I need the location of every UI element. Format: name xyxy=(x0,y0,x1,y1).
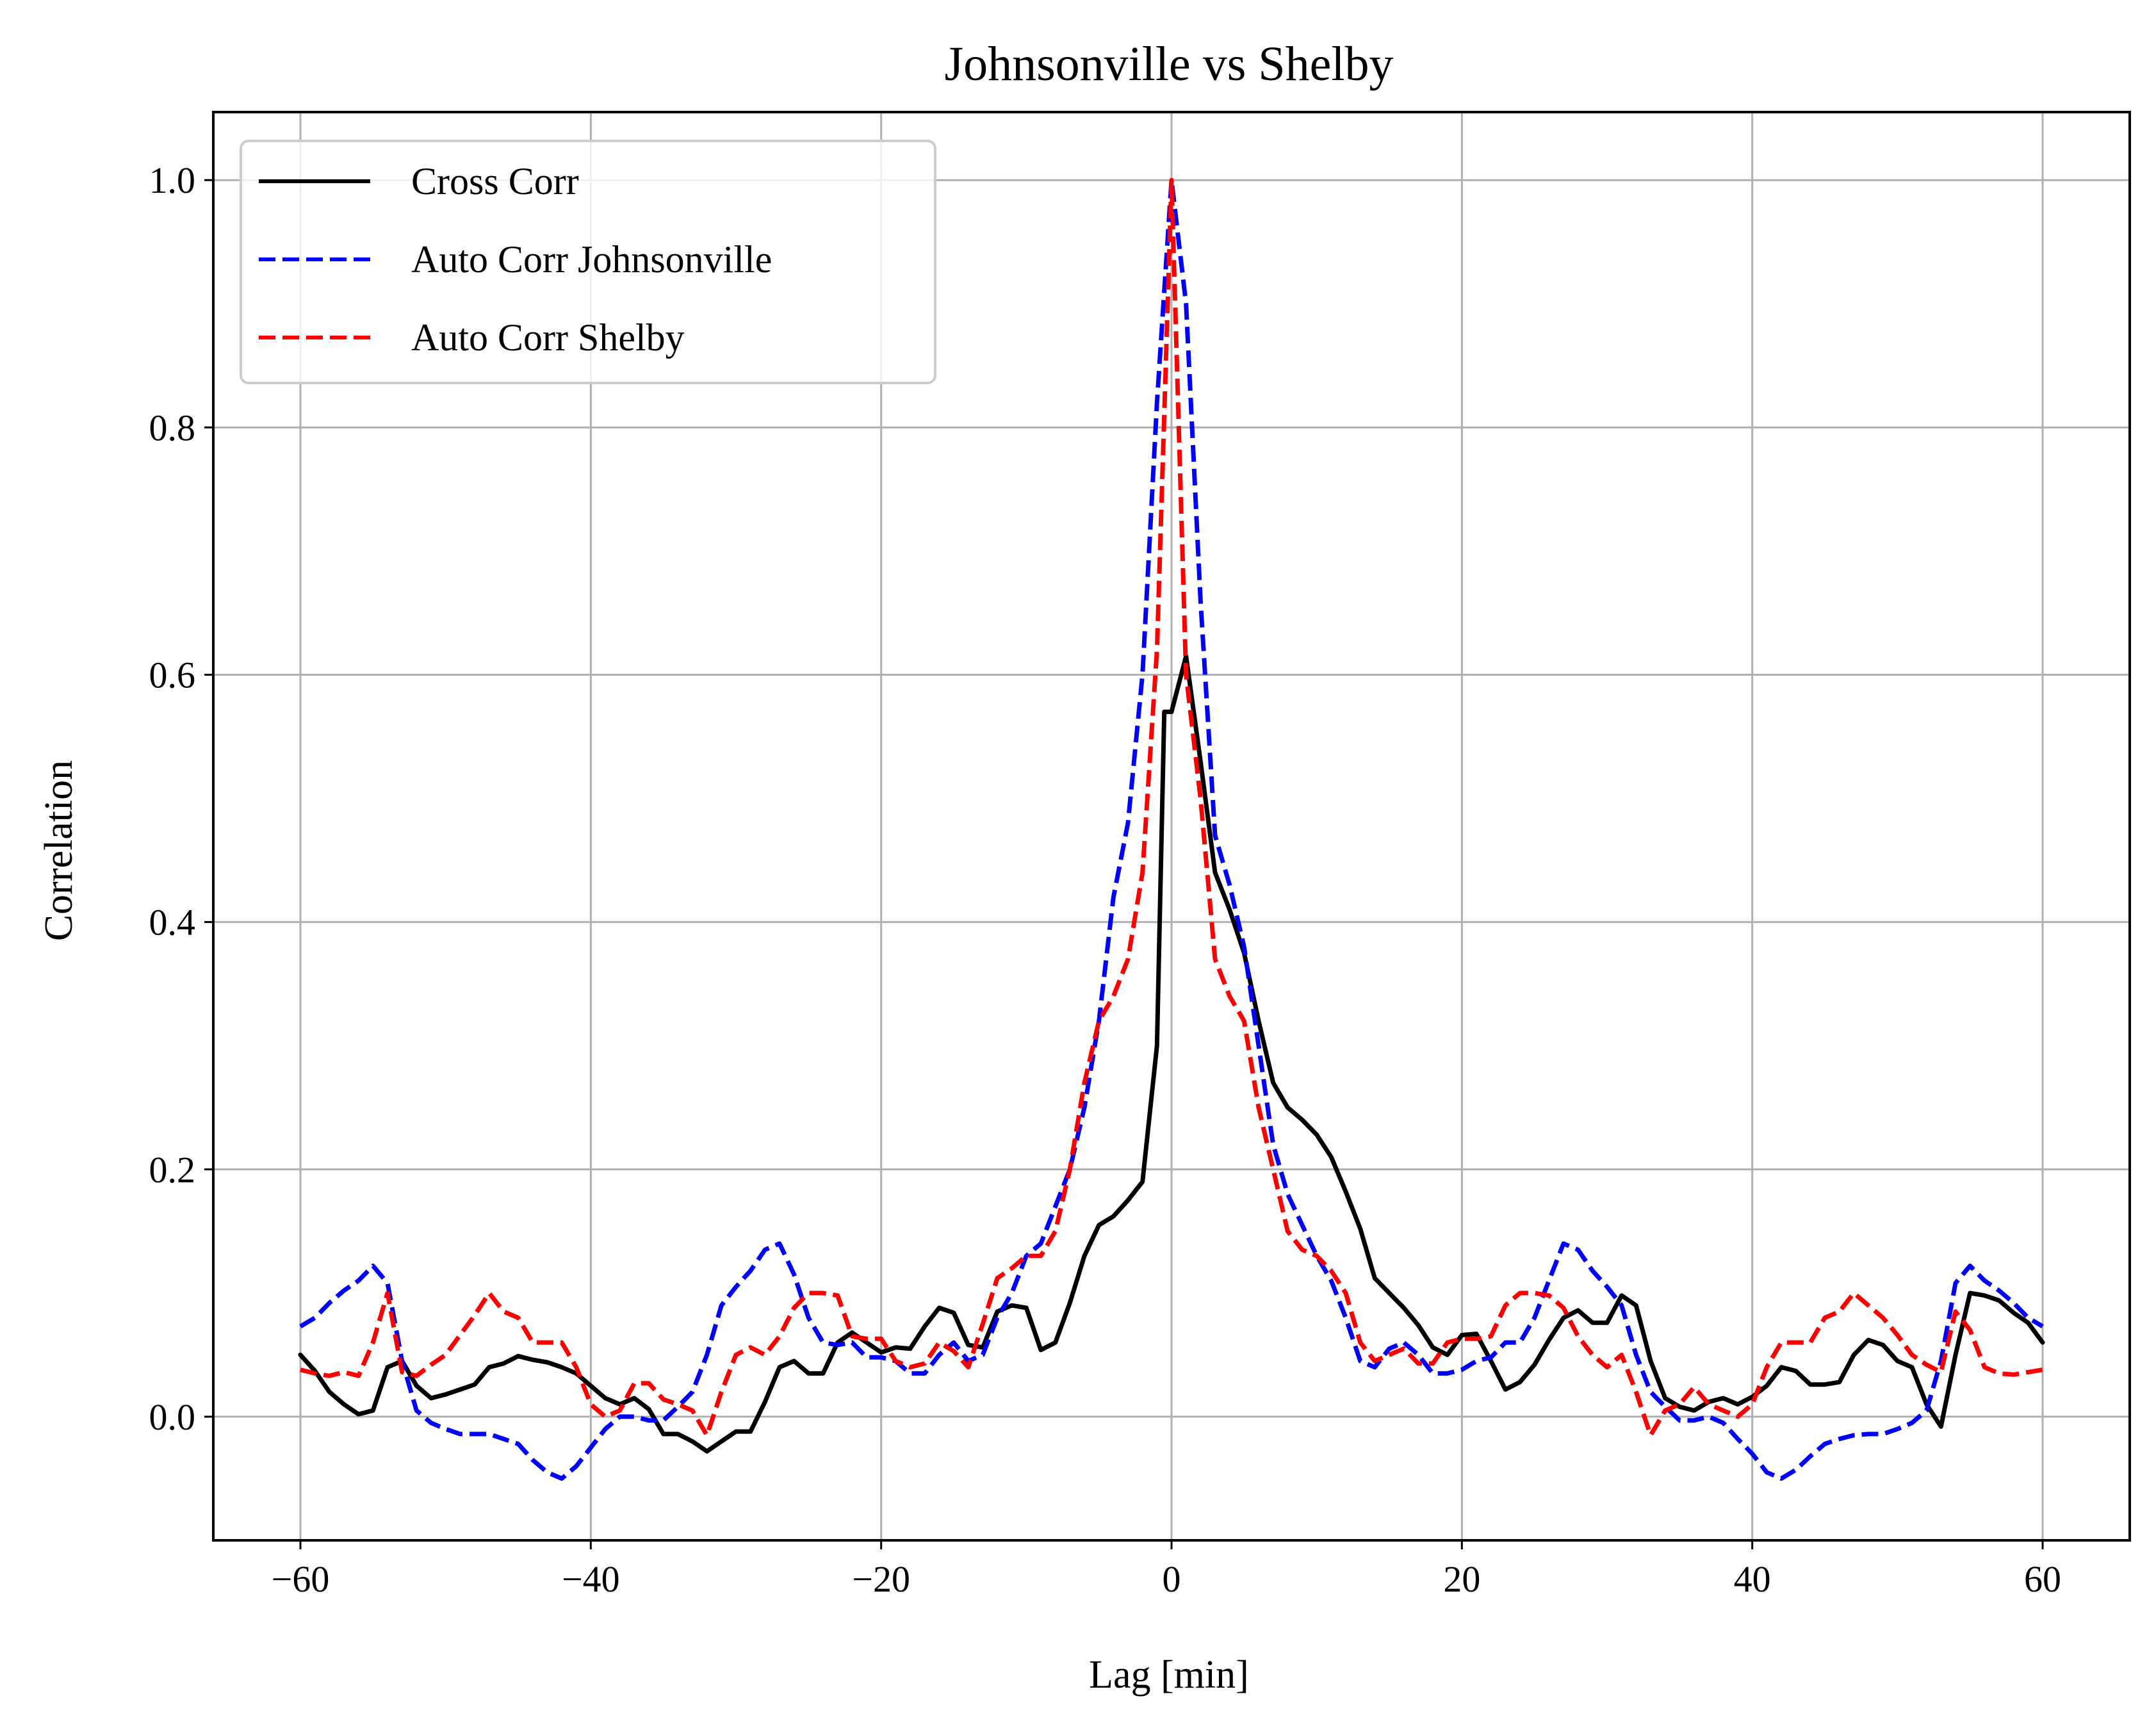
x-tick-label: 20 xyxy=(1443,1558,1480,1600)
x-tick-label: −20 xyxy=(852,1558,910,1600)
chart-title: Johnsonville vs Shelby xyxy=(945,37,1394,91)
axis-ticks: −60 −40 −20 0 20 40 60 0.0 0.2 0.4 0.6 0.8 1.0 xyxy=(149,159,2062,1600)
y-tick-label: 0.2 xyxy=(149,1149,196,1191)
y-tick-label: 1.0 xyxy=(149,159,196,201)
x-tick-label: 60 xyxy=(2024,1558,2061,1600)
y-tick-label: 0.0 xyxy=(149,1396,196,1438)
x-tick-label: −40 xyxy=(562,1558,620,1600)
y-tick-label: 0.4 xyxy=(149,902,196,943)
legend-box xyxy=(240,140,936,384)
legend-label-auto-corr-johnsonville: Auto Corr Johnsonville xyxy=(411,238,772,281)
series-line-cross-corr xyxy=(298,654,2045,1454)
x-tick-label: 40 xyxy=(1734,1558,1771,1600)
series-line-auto-corr-johnsonville xyxy=(299,177,2044,1481)
y-axis-label: Correlation xyxy=(37,760,81,941)
x-tick-label: −60 xyxy=(272,1558,330,1600)
legend: Cross Corr Auto Corr Johnsonville Auto C… xyxy=(240,140,936,384)
x-tick-label: 0 xyxy=(1163,1558,1181,1600)
legend-label-auto-corr-shelby: Auto Corr Shelby xyxy=(411,316,685,359)
y-tick-label: 0.6 xyxy=(149,654,196,696)
series-line-auto-corr-shelby xyxy=(300,177,2043,1438)
series-lines xyxy=(298,177,2045,1481)
x-axis-label: Lag [min] xyxy=(1089,1653,1249,1697)
legend-label-cross-corr: Cross Corr xyxy=(411,160,579,202)
y-tick-label: 0.8 xyxy=(149,407,196,448)
